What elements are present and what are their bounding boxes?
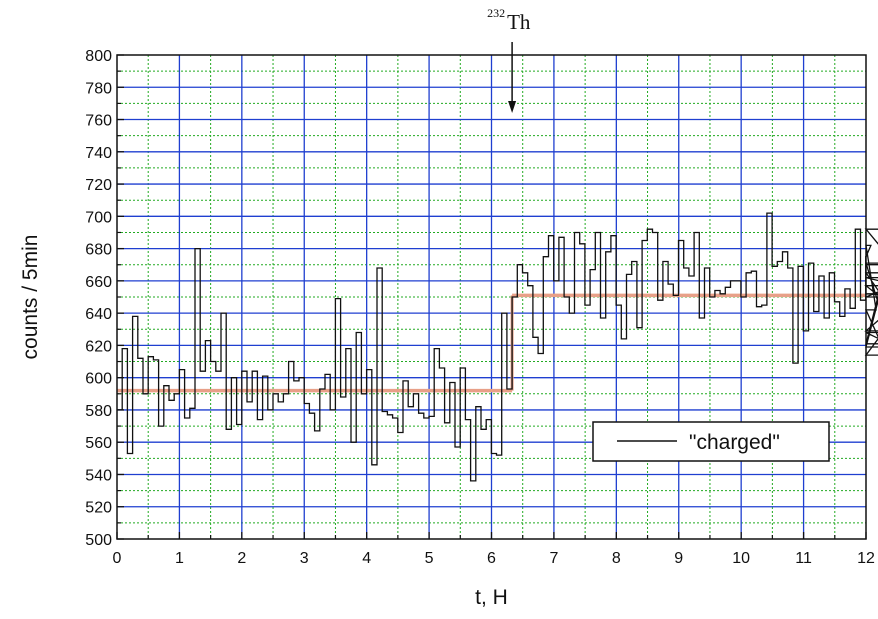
x-tick-label: 1: [175, 550, 184, 567]
y-axis-title: counts / 5min: [19, 235, 42, 360]
y-tick-label: 620: [85, 338, 112, 355]
axis-ticks: [116, 54, 867, 540]
x-tick-label: 3: [300, 550, 309, 567]
annotation-arrow-head: [508, 101, 517, 113]
y-tick-label: 660: [85, 274, 112, 291]
x-tick-label: 9: [674, 550, 683, 567]
x-tick-label: 10: [732, 550, 750, 567]
y-tick-label: 640: [85, 306, 112, 323]
x-tick-label: 12: [857, 550, 875, 567]
y-tick-label: 700: [85, 209, 112, 226]
y-tick-label: 720: [85, 177, 112, 194]
annotation-superscript: 232: [487, 6, 505, 20]
x-tick-label: 6: [487, 550, 496, 567]
x-tick-label: 8: [612, 550, 621, 567]
x-tick-label: 5: [425, 550, 434, 567]
y-tick-label: 500: [85, 532, 112, 549]
y-tick-label: 780: [85, 80, 112, 97]
series-charged-line: [117, 212, 878, 482]
y-tick-label: 800: [85, 48, 112, 65]
y-tick-labels: 500 520 540 560 580 600 620 640 660 680 700 720 740 7…: [85, 48, 112, 549]
y-tick-label: 680: [85, 242, 112, 259]
legend-label-charged: "charged": [689, 431, 780, 454]
y-tick-label: 520: [85, 500, 112, 517]
x-tick-label: 0: [113, 550, 122, 567]
x-tick-label: 7: [549, 550, 558, 567]
y-tick-label: 560: [85, 435, 112, 452]
y-tick-label: 580: [85, 403, 112, 420]
y-tick-label: 740: [85, 145, 112, 162]
x-tick-labels: 0 1 2 3 4 5 6 7 8 9 10 11 12: [113, 550, 875, 567]
annotation-232th: 232 Th: [487, 6, 531, 113]
y-tick-label: 600: [85, 371, 112, 388]
x-axis-title: t, H: [475, 586, 508, 609]
annotation-label: Th: [507, 10, 531, 34]
y-tick-label: 540: [85, 467, 112, 484]
x-tick-label: 4: [362, 550, 371, 567]
y-tick-label: 760: [85, 113, 112, 130]
x-tick-label: 2: [237, 550, 246, 567]
x-tick-label: 11: [795, 550, 812, 567]
legend: "charged": [592, 421, 830, 462]
